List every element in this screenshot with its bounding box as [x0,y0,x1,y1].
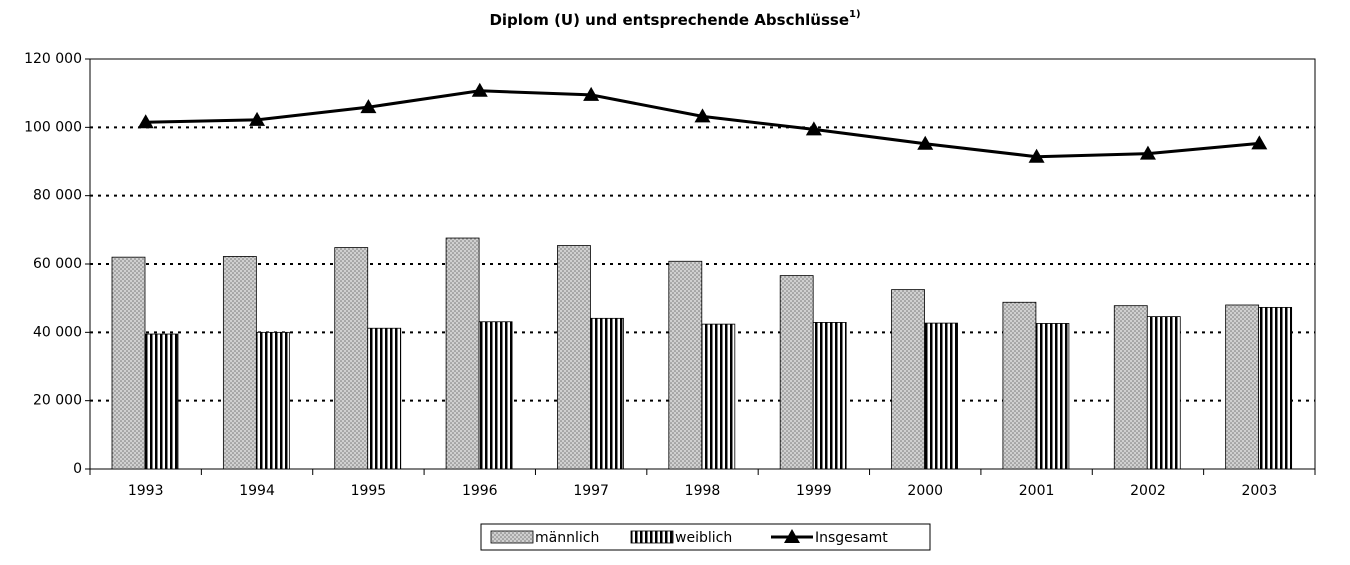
bar [367,327,402,470]
y-tick-label: 100 000 [24,119,82,135]
y-tick-label: 60 000 [33,256,82,272]
marker [249,111,266,126]
bar [779,275,814,470]
marker [583,86,600,101]
legend-marker [784,529,800,543]
bar [590,317,624,470]
legend-label: Insgesamt [815,530,888,546]
bar [334,247,369,470]
x-tick-label: 2001 [1019,483,1055,499]
marker [137,114,154,129]
x-tick-label: 1994 [239,483,275,499]
bar [668,260,703,470]
marker [1251,135,1268,150]
x-tick-label: 2003 [1241,483,1277,499]
x-tick-label: 1995 [351,483,387,499]
bar [891,289,925,470]
y-tick-label: 120 000 [24,51,82,67]
legend-label: männlich [535,530,599,546]
y-tick-label: 0 [73,461,82,477]
marker [917,135,934,150]
bar [812,322,847,470]
x-tick-label: 1999 [796,483,832,499]
x-tick-label: 1993 [128,483,164,499]
marker [694,108,711,123]
x-tick-label: 2002 [1130,483,1166,499]
bar [222,256,257,470]
bar [255,331,290,470]
marker [1028,148,1045,163]
x-tick-label: 1997 [573,483,609,499]
bar [924,322,958,470]
marker [471,82,488,97]
legend-box [480,523,931,551]
bar [111,256,146,470]
marker [360,99,377,114]
y-tick-label: 20 000 [33,393,82,409]
legend-label: weiblich [675,530,732,546]
legend-swatch [630,530,674,544]
bar [1225,304,1260,470]
bar [1113,305,1148,470]
bar [557,245,591,470]
x-tick-label: 2000 [907,483,943,499]
legend-swatch [490,530,534,544]
bar [1146,316,1181,470]
bar [445,237,480,470]
x-tick-label: 1998 [685,483,721,499]
bar [1035,323,1070,470]
line [145,89,1260,159]
y-tick-label: 80 000 [33,188,82,204]
bar [701,323,736,470]
x-tick-label: 1996 [462,483,498,499]
marker [1139,145,1156,160]
y-tick-label: 40 000 [33,324,82,340]
bar [1258,306,1293,470]
chart-title: Diplom (U) und entsprechende Abschlüsse1… [489,9,860,29]
marker [805,121,822,136]
bar [1002,301,1037,470]
bar [478,321,513,470]
bar [144,333,179,470]
